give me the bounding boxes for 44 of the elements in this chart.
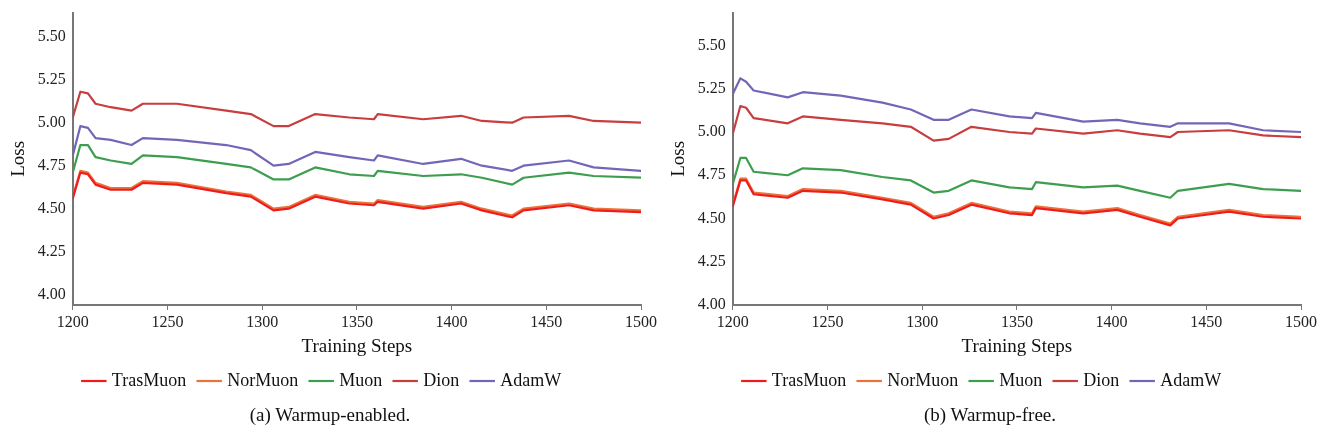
y-tick-label: 4.50	[37, 198, 66, 216]
x-tick-label: 1350	[1000, 312, 1033, 330]
legend-label: AdamW	[1160, 369, 1222, 390]
x-tick-label: 1200	[716, 312, 749, 330]
x-tick-label: 1450	[530, 312, 563, 330]
legend-label: NorMuon	[227, 369, 299, 390]
y-tick-label: 4.75	[37, 155, 66, 173]
y-tick-label: 5.00	[37, 112, 66, 130]
y-tick-label: 4.50	[697, 208, 726, 226]
x-tick-label: 1500	[1285, 312, 1317, 330]
legend-label: Muon	[999, 369, 1043, 390]
legend-label: AdamW	[500, 369, 562, 390]
y-tick-label: 5.25	[37, 69, 66, 87]
x-tick-label: 1300	[246, 312, 279, 330]
y-tick-label: 4.00	[37, 284, 66, 302]
legend-label: Dion	[423, 369, 460, 390]
y-axis-title: Loss	[7, 140, 29, 177]
legend-label: NorMuon	[887, 369, 959, 390]
x-tick-label: 1350	[340, 312, 373, 330]
y-tick-label: 4.00	[697, 295, 726, 313]
legend-label: Dion	[1083, 369, 1120, 390]
x-tick-label: 1500	[625, 312, 657, 330]
x-tick-label: 1250	[811, 312, 844, 330]
text: (b) Warmup-free.	[922, 404, 1058, 426]
legend-label: Muon	[339, 369, 383, 390]
legend-label: TrasMuon	[111, 369, 187, 390]
y-tick-label: 5.25	[697, 78, 726, 96]
y-axis-title: Loss	[667, 140, 689, 177]
y-tick-label: 5.50	[37, 26, 66, 44]
y-tick-label: 4.25	[697, 251, 726, 269]
x-tick-label: 1450	[1190, 312, 1223, 330]
x-tick-label: 1250	[151, 312, 184, 330]
text: (a) Warmup-enabled.	[248, 404, 412, 426]
x-tick-label: 1300	[906, 312, 939, 330]
x-tick-label: 1400	[435, 312, 468, 330]
y-tick-label: 5.50	[697, 35, 726, 53]
x-axis-title: Training Steps	[961, 334, 1073, 356]
y-tick-label: 5.00	[697, 122, 726, 140]
legend-label: TrasMuon	[771, 369, 847, 390]
x-axis-title: Training Steps	[301, 334, 413, 356]
x-tick-label: 1400	[1095, 312, 1128, 330]
x-tick-label: 1200	[56, 312, 89, 330]
y-tick-label: 4.25	[37, 241, 66, 259]
y-tick-label: 4.75	[697, 165, 726, 183]
